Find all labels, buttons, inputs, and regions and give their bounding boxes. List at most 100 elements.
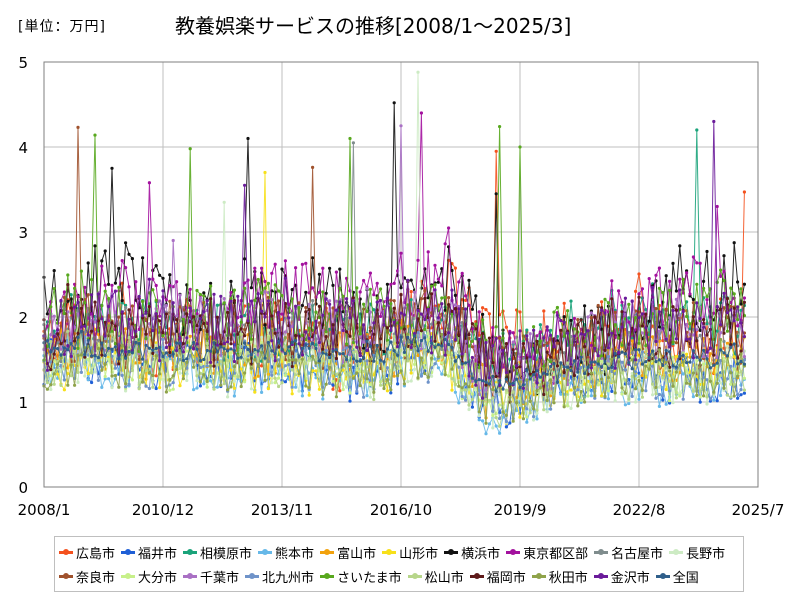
data-point: [695, 339, 699, 343]
data-point: [419, 356, 423, 360]
data-point: [273, 331, 277, 335]
data-point: [715, 204, 719, 209]
data-point: [389, 298, 393, 302]
data-point: [487, 336, 491, 340]
data-point: [470, 384, 474, 388]
data-point: [260, 309, 264, 313]
data-point: [277, 299, 281, 303]
data-point: [698, 389, 702, 393]
data-point: [294, 334, 298, 338]
data-point: [545, 398, 549, 403]
data-point: [141, 357, 145, 361]
data-point: [481, 396, 485, 400]
data-point: [470, 355, 474, 360]
data-point: [423, 289, 427, 293]
data-point: [627, 361, 631, 365]
data-point: [637, 375, 641, 379]
data-point: [647, 356, 651, 360]
data-point: [583, 345, 587, 349]
series-lines: [42, 70, 747, 436]
data-point: [232, 359, 236, 364]
data-point: [263, 315, 267, 319]
data-point: [630, 351, 634, 355]
data-point: [736, 396, 740, 400]
data-point: [205, 329, 209, 333]
data-point: [277, 376, 281, 380]
data-point: [698, 316, 702, 321]
data-point: [328, 365, 332, 369]
data-point: [69, 342, 73, 346]
data-point: [705, 395, 709, 399]
data-point: [66, 283, 70, 287]
legend-item: 広島市: [59, 541, 115, 563]
data-point: [280, 347, 284, 351]
data-point: [654, 273, 658, 277]
data-point: [504, 388, 508, 392]
data-point: [399, 251, 403, 255]
data-point: [413, 362, 417, 366]
data-point: [651, 285, 655, 290]
data-point: [130, 368, 134, 373]
legend-swatch: [506, 548, 521, 555]
data-point: [107, 346, 111, 350]
data-point: [86, 333, 90, 337]
data-point: [572, 373, 577, 378]
data-point: [260, 335, 264, 339]
data-point: [538, 375, 543, 379]
data-point: [49, 333, 53, 337]
data-point: [736, 280, 740, 284]
data-point: [719, 348, 723, 352]
legend-item: 大分市: [121, 565, 177, 587]
data-point: [185, 312, 189, 316]
data-point: [474, 383, 478, 387]
data-point: [576, 323, 580, 327]
data-point: [321, 290, 325, 294]
data-point: [722, 386, 726, 390]
data-point: [535, 334, 539, 338]
data-point: [477, 410, 481, 414]
data-point: [202, 310, 206, 314]
data-point: [171, 285, 175, 289]
data-point: [732, 292, 736, 296]
data-point: [593, 315, 597, 319]
data-point: [103, 354, 107, 358]
data-point: [49, 374, 53, 378]
data-point: [678, 288, 682, 292]
data-point: [477, 369, 481, 373]
data-point: [124, 266, 128, 270]
data-point: [467, 387, 471, 391]
data-point: [634, 316, 638, 320]
data-point: [474, 344, 478, 348]
data-point: [719, 374, 723, 378]
data-point: [668, 350, 672, 354]
data-point: [158, 299, 162, 303]
data-point: [243, 380, 247, 384]
data-point: [96, 358, 100, 363]
data-point: [396, 321, 400, 325]
data-point: [583, 333, 587, 337]
data-point: [596, 362, 600, 366]
data-point: [164, 358, 168, 362]
data-point: [358, 365, 362, 369]
data-point: [205, 364, 209, 368]
data-point: [467, 333, 471, 337]
data-point: [535, 339, 539, 343]
data-point: [443, 242, 447, 246]
data-point: [59, 324, 63, 328]
data-point: [270, 314, 274, 318]
data-point: [443, 295, 447, 299]
data-point: [620, 371, 624, 375]
data-point: [504, 413, 508, 417]
data-point: [668, 369, 672, 373]
data-point: [705, 322, 709, 326]
data-point: [96, 378, 100, 382]
data-point: [137, 327, 141, 331]
data-point: [477, 337, 481, 341]
data-point: [226, 310, 230, 315]
data-point: [283, 352, 287, 356]
data-point: [487, 382, 491, 386]
data-point: [593, 346, 597, 350]
data-point: [222, 347, 226, 351]
data-point: [508, 357, 512, 361]
data-point: [229, 290, 233, 295]
